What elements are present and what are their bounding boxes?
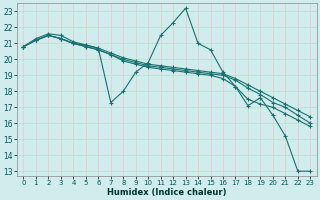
X-axis label: Humidex (Indice chaleur): Humidex (Indice chaleur) bbox=[107, 188, 227, 197]
